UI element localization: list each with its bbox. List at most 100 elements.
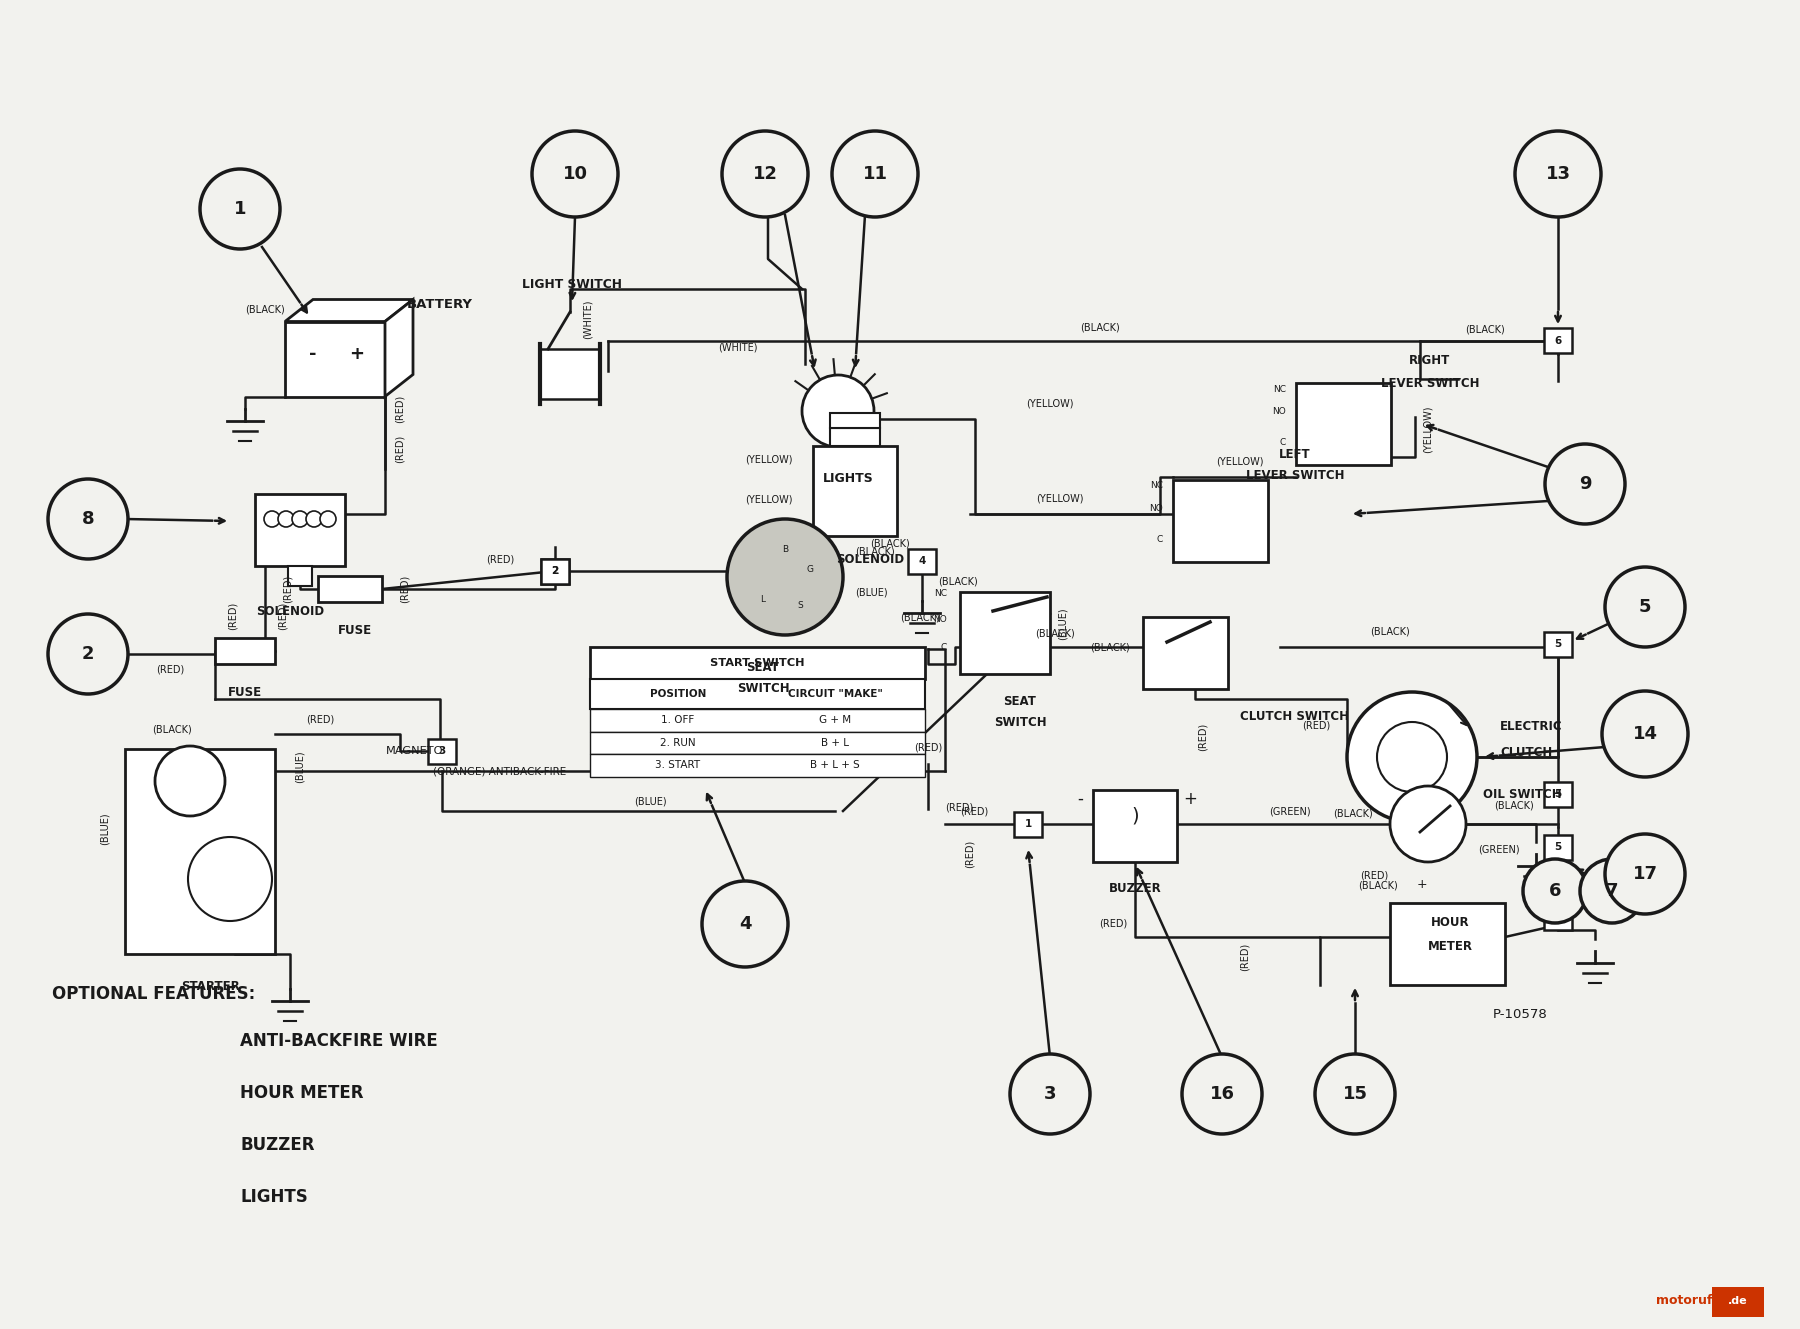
Text: (RED): (RED) — [1199, 723, 1208, 751]
Text: LIGHT SWITCH: LIGHT SWITCH — [522, 278, 623, 291]
Text: NO: NO — [932, 614, 947, 623]
Text: LEFT: LEFT — [1280, 448, 1310, 461]
Text: (BLUE): (BLUE) — [634, 796, 666, 805]
Text: 2. RUN: 2. RUN — [661, 738, 697, 748]
Circle shape — [722, 132, 808, 217]
Text: (RED): (RED) — [945, 801, 974, 812]
Bar — [1544, 631, 1571, 657]
Text: 4: 4 — [738, 914, 751, 933]
Text: S: S — [797, 601, 803, 610]
Circle shape — [49, 478, 128, 560]
Text: FUSE: FUSE — [229, 687, 263, 699]
Circle shape — [1010, 1054, 1091, 1134]
Bar — [590, 679, 925, 708]
Bar — [428, 739, 455, 763]
Text: motoruf: motoruf — [1656, 1294, 1712, 1308]
Text: (YELLOW): (YELLOW) — [1026, 399, 1075, 409]
Bar — [959, 591, 1049, 674]
Text: (RED): (RED) — [283, 575, 293, 603]
Text: -: - — [1076, 789, 1084, 808]
Text: (RED): (RED) — [157, 664, 184, 674]
Text: SWITCH: SWITCH — [994, 716, 1046, 730]
Text: +: + — [1183, 789, 1197, 808]
Text: HOUR METER: HOUR METER — [239, 1084, 364, 1102]
Text: (BLACK): (BLACK) — [1035, 629, 1075, 639]
Circle shape — [1316, 1054, 1395, 1134]
Text: (YELLOW): (YELLOW) — [745, 494, 794, 504]
Text: LEVER SWITCH: LEVER SWITCH — [1246, 469, 1345, 482]
Circle shape — [1516, 132, 1600, 217]
Bar — [319, 575, 382, 602]
Text: (BLUE): (BLUE) — [855, 587, 887, 597]
Text: 2: 2 — [81, 645, 94, 663]
Circle shape — [277, 510, 293, 528]
Text: (BLACK): (BLACK) — [1465, 324, 1505, 334]
Text: OIL SWITCH: OIL SWITCH — [1483, 788, 1562, 800]
Circle shape — [702, 881, 788, 968]
Text: (ORANGE) ANTIBACK-FIRE: (ORANGE) ANTIBACK-FIRE — [434, 766, 567, 776]
Text: 14: 14 — [1633, 726, 1658, 743]
Text: 3: 3 — [1044, 1084, 1057, 1103]
Text: (RED): (RED) — [277, 602, 288, 630]
Text: 5: 5 — [1555, 789, 1562, 799]
Circle shape — [200, 169, 281, 249]
Text: 10: 10 — [562, 165, 587, 183]
Text: 4: 4 — [1555, 912, 1562, 922]
Text: ANTI-BACKFIRE WIRE: ANTI-BACKFIRE WIRE — [239, 1033, 437, 1050]
Text: (BLACK): (BLACK) — [1334, 809, 1373, 819]
Bar — [1544, 781, 1571, 807]
Text: 1: 1 — [234, 199, 247, 218]
Text: 7: 7 — [1606, 882, 1618, 900]
Text: 2: 2 — [551, 566, 558, 575]
Text: 11: 11 — [862, 165, 887, 183]
Bar — [590, 647, 925, 679]
Text: B + L: B + L — [821, 738, 850, 748]
Text: 3: 3 — [439, 746, 446, 756]
Text: NC: NC — [934, 590, 947, 598]
Polygon shape — [385, 299, 412, 396]
Text: (YELLOW): (YELLOW) — [745, 455, 794, 464]
Circle shape — [187, 837, 272, 921]
Bar — [542, 558, 569, 583]
Text: CLUTCH SWITCH: CLUTCH SWITCH — [1240, 711, 1350, 723]
Bar — [1712, 1286, 1764, 1317]
Text: (BLACK): (BLACK) — [855, 548, 895, 557]
Text: -: - — [310, 346, 317, 363]
Circle shape — [155, 746, 225, 816]
Text: NC: NC — [1273, 384, 1285, 393]
Circle shape — [1602, 691, 1688, 777]
Bar — [288, 566, 311, 586]
Text: 5: 5 — [1638, 598, 1651, 617]
Text: (RED): (RED) — [400, 575, 410, 603]
Text: NO: NO — [1273, 408, 1285, 416]
Text: 12: 12 — [752, 165, 778, 183]
Bar — [1390, 902, 1505, 985]
Bar — [542, 558, 569, 583]
Circle shape — [1544, 444, 1625, 524]
Text: (GREEN): (GREEN) — [1478, 844, 1519, 855]
Bar — [590, 754, 925, 776]
Text: (BLACK): (BLACK) — [900, 611, 940, 622]
Text: MAGNETO: MAGNETO — [387, 746, 445, 756]
Circle shape — [306, 510, 322, 528]
Text: LIGHTS: LIGHTS — [823, 473, 873, 485]
Text: CLUTCH: CLUTCH — [1499, 746, 1552, 759]
Bar — [590, 708, 925, 731]
Text: (RED): (RED) — [1359, 870, 1388, 880]
Text: (RED): (RED) — [914, 742, 941, 752]
Text: (BLACK): (BLACK) — [1494, 800, 1534, 809]
Bar — [1296, 383, 1391, 465]
Text: 5: 5 — [1555, 843, 1562, 852]
Circle shape — [533, 132, 617, 217]
Text: 13: 13 — [1546, 165, 1570, 183]
Bar — [1174, 480, 1267, 562]
Text: METER: METER — [1427, 941, 1472, 953]
Text: SOLENOID: SOLENOID — [256, 606, 324, 618]
Text: B + L + S: B + L + S — [810, 760, 860, 771]
Text: (BLACK): (BLACK) — [153, 724, 193, 734]
Text: G + M: G + M — [819, 715, 851, 726]
Text: 9: 9 — [1579, 474, 1591, 493]
Text: OPTIONAL FEATURES:: OPTIONAL FEATURES: — [52, 985, 256, 1003]
Text: 8: 8 — [81, 510, 94, 528]
Text: C: C — [1280, 437, 1285, 447]
